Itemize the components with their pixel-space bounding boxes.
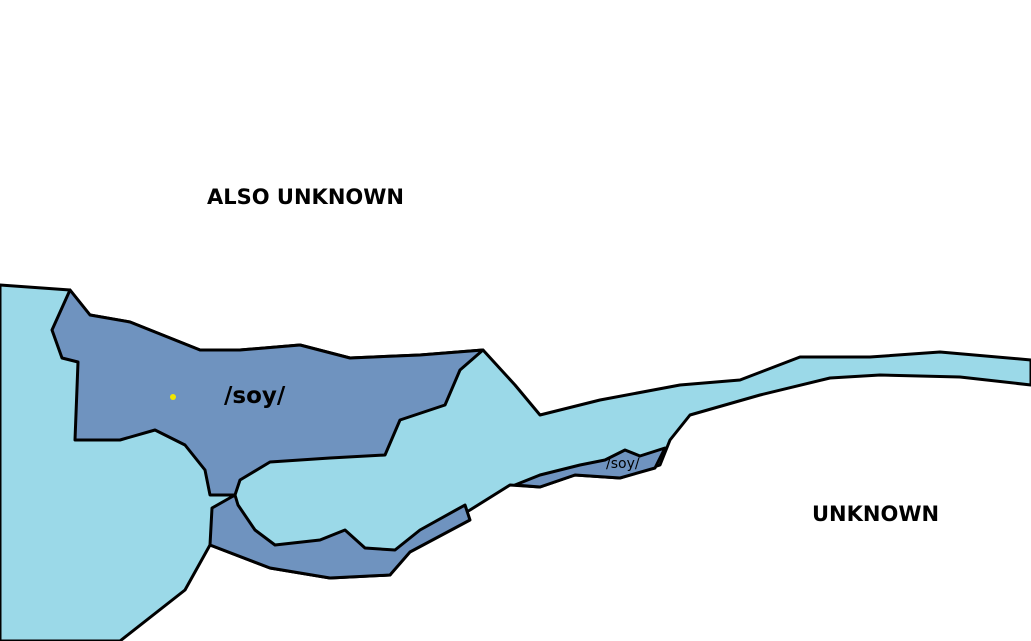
soy-region-main [50,288,485,497]
soy-region-south-strip [208,493,472,580]
label-unknown: UNKNOWN [812,502,940,526]
yellow-dot-icon [170,394,176,400]
soy-region-small [513,446,667,489]
label-soy-main: /soy/ [224,383,286,409]
label-soy-small: /soy/ [606,456,640,472]
label-also-unknown: ALSO UNKNOWN [207,185,404,209]
